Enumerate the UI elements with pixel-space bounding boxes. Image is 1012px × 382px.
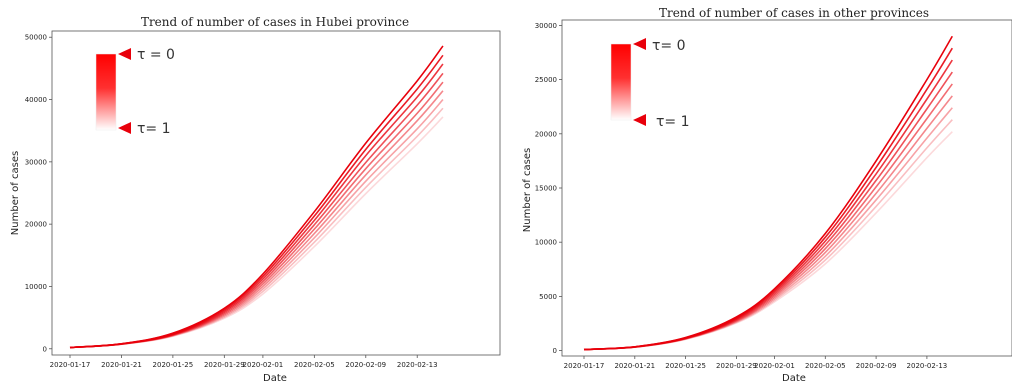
series-line: [69, 45, 444, 349]
x-tick-label: 2020-02-13: [397, 361, 438, 369]
plot-area: [51, 30, 501, 356]
series-line: [69, 63, 444, 349]
legend-top-label: τ = 0: [137, 47, 175, 63]
legend-top-arrow: [633, 38, 646, 50]
series-line: [583, 71, 953, 351]
x-tick-label: 2020-02-09: [345, 361, 386, 369]
y-axis-label: Number of cases: [522, 148, 533, 232]
legend-top-arrow: [118, 48, 131, 60]
legend-bottom-arrow: [118, 122, 131, 134]
x-tick-label: 2020-01-21: [614, 362, 655, 370]
legend-bottom-arrow: [633, 114, 646, 126]
x-tick-label: 2020-01-25: [665, 362, 706, 370]
x-axis-ticks: 2020-01-17 2020-01-21 2020-01-25 2020-01-29…: [50, 355, 438, 369]
series-lines: [69, 45, 444, 349]
y-tick-label: 20000: [535, 130, 557, 138]
legend-bottom-label: τ= 1: [137, 121, 171, 137]
y-tick-label: 30000: [535, 22, 557, 30]
legend-bottom-label: τ= 1: [656, 114, 690, 130]
y-tick-label: 15000: [535, 185, 557, 193]
other-provinces-chart: Trend of number of cases in other provin…: [522, 6, 1012, 382]
series-line: [69, 107, 444, 349]
y-tick-label: 20000: [25, 221, 47, 229]
series-line: [583, 83, 953, 351]
y-tick-label: 10000: [535, 239, 557, 247]
x-tick-label: 2020-02-01: [243, 361, 284, 369]
chart-title: Trend of number of cases in Hubei provin…: [141, 15, 409, 29]
x-tick-label: 2020-02-05: [805, 362, 846, 370]
y-tick-label: 25000: [535, 76, 557, 84]
series-line: [69, 81, 444, 349]
x-axis-ticks: 2020-01-17 2020-01-21 2020-01-25 2020-01-29…: [564, 356, 948, 370]
x-tick-label: 2020-02-13: [907, 362, 948, 370]
y-tick-label: 50000: [25, 34, 47, 42]
legend-gradient-bar: [610, 43, 632, 121]
series-line: [583, 95, 953, 351]
y-tick-label: 30000: [25, 158, 47, 166]
tau-legend: τ = 0 τ= 1: [95, 47, 175, 137]
y-axis-ticks: 0 5000 10000 15000 20000 25000 30000: [535, 22, 562, 355]
y-tick-label: 40000: [25, 96, 47, 104]
x-tick-label: 2020-01-25: [153, 361, 194, 369]
x-tick-label: 2020-01-17: [50, 361, 91, 369]
y-tick-label: 0: [43, 345, 47, 353]
series-line: [69, 72, 444, 349]
chart-title: Trend of number of cases in other provin…: [659, 6, 929, 20]
x-tick-label: 2020-02-01: [754, 362, 795, 370]
series-line: [69, 54, 444, 349]
series-lines: [583, 35, 953, 351]
x-tick-label: 2020-02-09: [856, 362, 897, 370]
series-line: [583, 131, 953, 351]
y-tick-label: 5000: [539, 293, 557, 301]
x-axis-label: Date: [263, 373, 287, 382]
legend-gradient-bar: [95, 53, 117, 131]
x-tick-label: 2020-01-29: [716, 362, 757, 370]
hubei-chart: Trend of number of cases in Hubei provin…: [10, 15, 501, 382]
series-line: [583, 119, 953, 351]
y-axis-ticks: 0 10000 20000 30000 40000 50000: [25, 34, 52, 353]
y-tick-label: 0: [553, 347, 557, 355]
series-line: [69, 99, 444, 349]
x-axis-label: Date: [782, 373, 806, 382]
x-tick-label: 2020-01-17: [564, 362, 605, 370]
x-tick-label: 2020-01-29: [204, 361, 245, 369]
y-tick-label: 10000: [25, 283, 47, 291]
legend-top-label: τ= 0: [652, 38, 686, 54]
series-line: [583, 35, 953, 351]
x-tick-label: 2020-02-05: [294, 361, 335, 369]
x-tick-label: 2020-01-21: [101, 361, 142, 369]
y-axis-label: Number of cases: [10, 151, 21, 235]
tau-legend: τ= 0 τ= 1: [610, 38, 690, 130]
